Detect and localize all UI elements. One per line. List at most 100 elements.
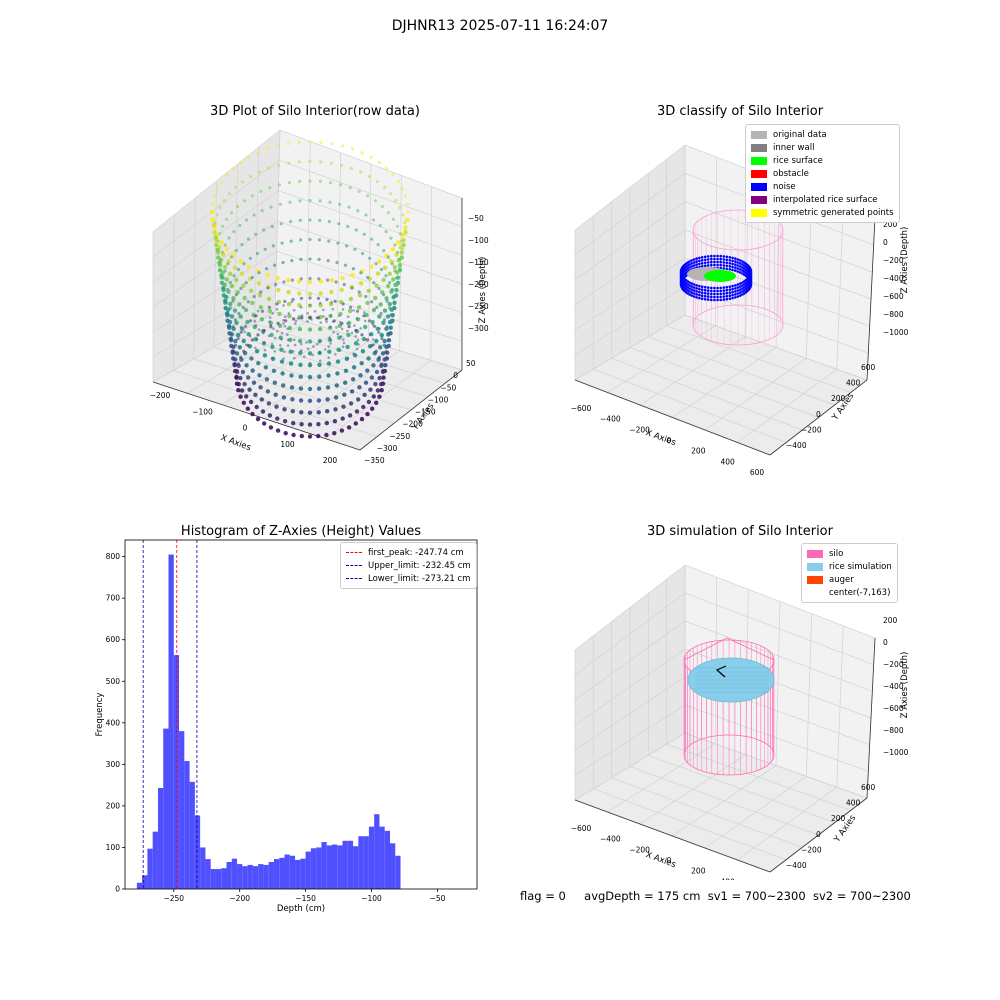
noise-point <box>736 264 740 267</box>
raw-point <box>217 260 222 265</box>
noise-point <box>710 263 713 267</box>
raw-point <box>318 340 321 343</box>
noise-point <box>706 298 710 301</box>
raw-point <box>277 311 282 317</box>
raw-point <box>225 318 230 323</box>
histogram-bar <box>247 864 253 889</box>
raw-point <box>322 315 325 318</box>
raw-point <box>281 383 286 388</box>
raw-point <box>299 410 304 415</box>
raw-point <box>256 361 261 366</box>
noise-point <box>736 270 740 273</box>
raw-point <box>223 243 227 247</box>
noise-point <box>728 268 732 271</box>
noise-point <box>716 286 719 290</box>
legend-entry: first_peak: -247.74 cm <box>346 546 471 559</box>
raw-point <box>362 232 366 236</box>
raw-point <box>286 301 292 307</box>
raw-point <box>329 161 333 165</box>
raw-point <box>286 289 291 295</box>
raw-point <box>270 356 274 360</box>
raw-point <box>325 397 330 402</box>
y-tick-label: 600 <box>861 363 876 372</box>
x-axis-label: X Axies <box>219 433 252 453</box>
raw-point <box>337 222 341 226</box>
raw-point <box>256 151 260 155</box>
raw-point <box>359 271 363 275</box>
raw-point <box>345 244 349 248</box>
raw-point <box>350 377 356 382</box>
legend-swatch <box>751 156 767 165</box>
raw-point <box>368 333 372 337</box>
legend-swatch <box>807 575 823 584</box>
x-tick-label: −200 <box>150 391 171 400</box>
raw-point <box>259 189 263 193</box>
raw-point <box>393 243 397 247</box>
classify-legend: original data inner wall rice surface obsta… <box>745 124 900 223</box>
noise-point <box>710 260 713 264</box>
raw-point <box>298 386 304 391</box>
noise-point <box>703 285 707 289</box>
z-tick-label: 0 <box>883 638 888 647</box>
x-tick-label: −100 <box>192 407 213 416</box>
noise-point <box>722 264 726 267</box>
raw-point <box>291 432 296 438</box>
raw-point <box>371 394 376 399</box>
raw-point <box>235 368 239 372</box>
raw-point <box>371 363 376 368</box>
raw-point <box>298 179 302 183</box>
y-axis-line <box>769 797 868 873</box>
raw-point <box>290 397 295 402</box>
center-marker <box>715 665 727 678</box>
raw-point <box>257 170 261 174</box>
raw-point <box>327 220 331 224</box>
raw-point <box>368 387 373 392</box>
raw-point <box>357 293 363 298</box>
y-tick-label: −200 <box>801 425 822 434</box>
raw-point <box>382 343 386 347</box>
histogram-bar <box>252 866 259 889</box>
raw-point <box>253 392 258 397</box>
y-tick-label: −50 <box>441 383 457 392</box>
simulation-legend: silo rice simulation auger center(-7,163) <box>801 543 898 603</box>
x-tick-label: −150 <box>295 894 316 903</box>
raw-point <box>224 294 228 299</box>
noise-point <box>719 263 722 267</box>
noise-point <box>738 282 742 285</box>
raw-point <box>287 313 292 319</box>
y-tick-label: 0 <box>816 410 821 419</box>
raw-point <box>244 343 248 346</box>
x-tick-label: 0 <box>243 424 248 433</box>
raw-point <box>230 211 234 215</box>
y-tick-label: −200 <box>402 420 423 429</box>
raw-point <box>238 223 242 228</box>
raw-point <box>286 344 290 347</box>
raw-point <box>355 347 359 351</box>
raw-point <box>358 281 364 286</box>
raw-point <box>271 312 274 315</box>
noise-point <box>703 297 707 301</box>
noise-point <box>736 267 740 270</box>
noise-point <box>703 261 707 265</box>
z-tick-label: −600 <box>883 704 904 713</box>
raw-point <box>262 328 266 333</box>
z-tick-label: −150 <box>468 258 489 267</box>
raw-point <box>365 338 370 342</box>
raw-point <box>282 407 287 412</box>
raw-point <box>336 332 340 336</box>
z-tick-label: −400 <box>883 274 904 283</box>
raw-point <box>248 334 252 338</box>
raw-point <box>340 327 344 331</box>
raw-point <box>273 392 278 397</box>
raw-point <box>298 350 303 356</box>
noise-point <box>706 255 710 258</box>
raw-point <box>224 247 230 252</box>
noise-point <box>738 265 742 268</box>
raw-point <box>390 262 394 266</box>
raw-point <box>308 361 312 365</box>
noise-point <box>700 259 704 262</box>
noise-point <box>741 260 744 263</box>
raw-point <box>389 236 393 240</box>
noise-point <box>688 284 691 287</box>
raw-point <box>239 325 243 329</box>
